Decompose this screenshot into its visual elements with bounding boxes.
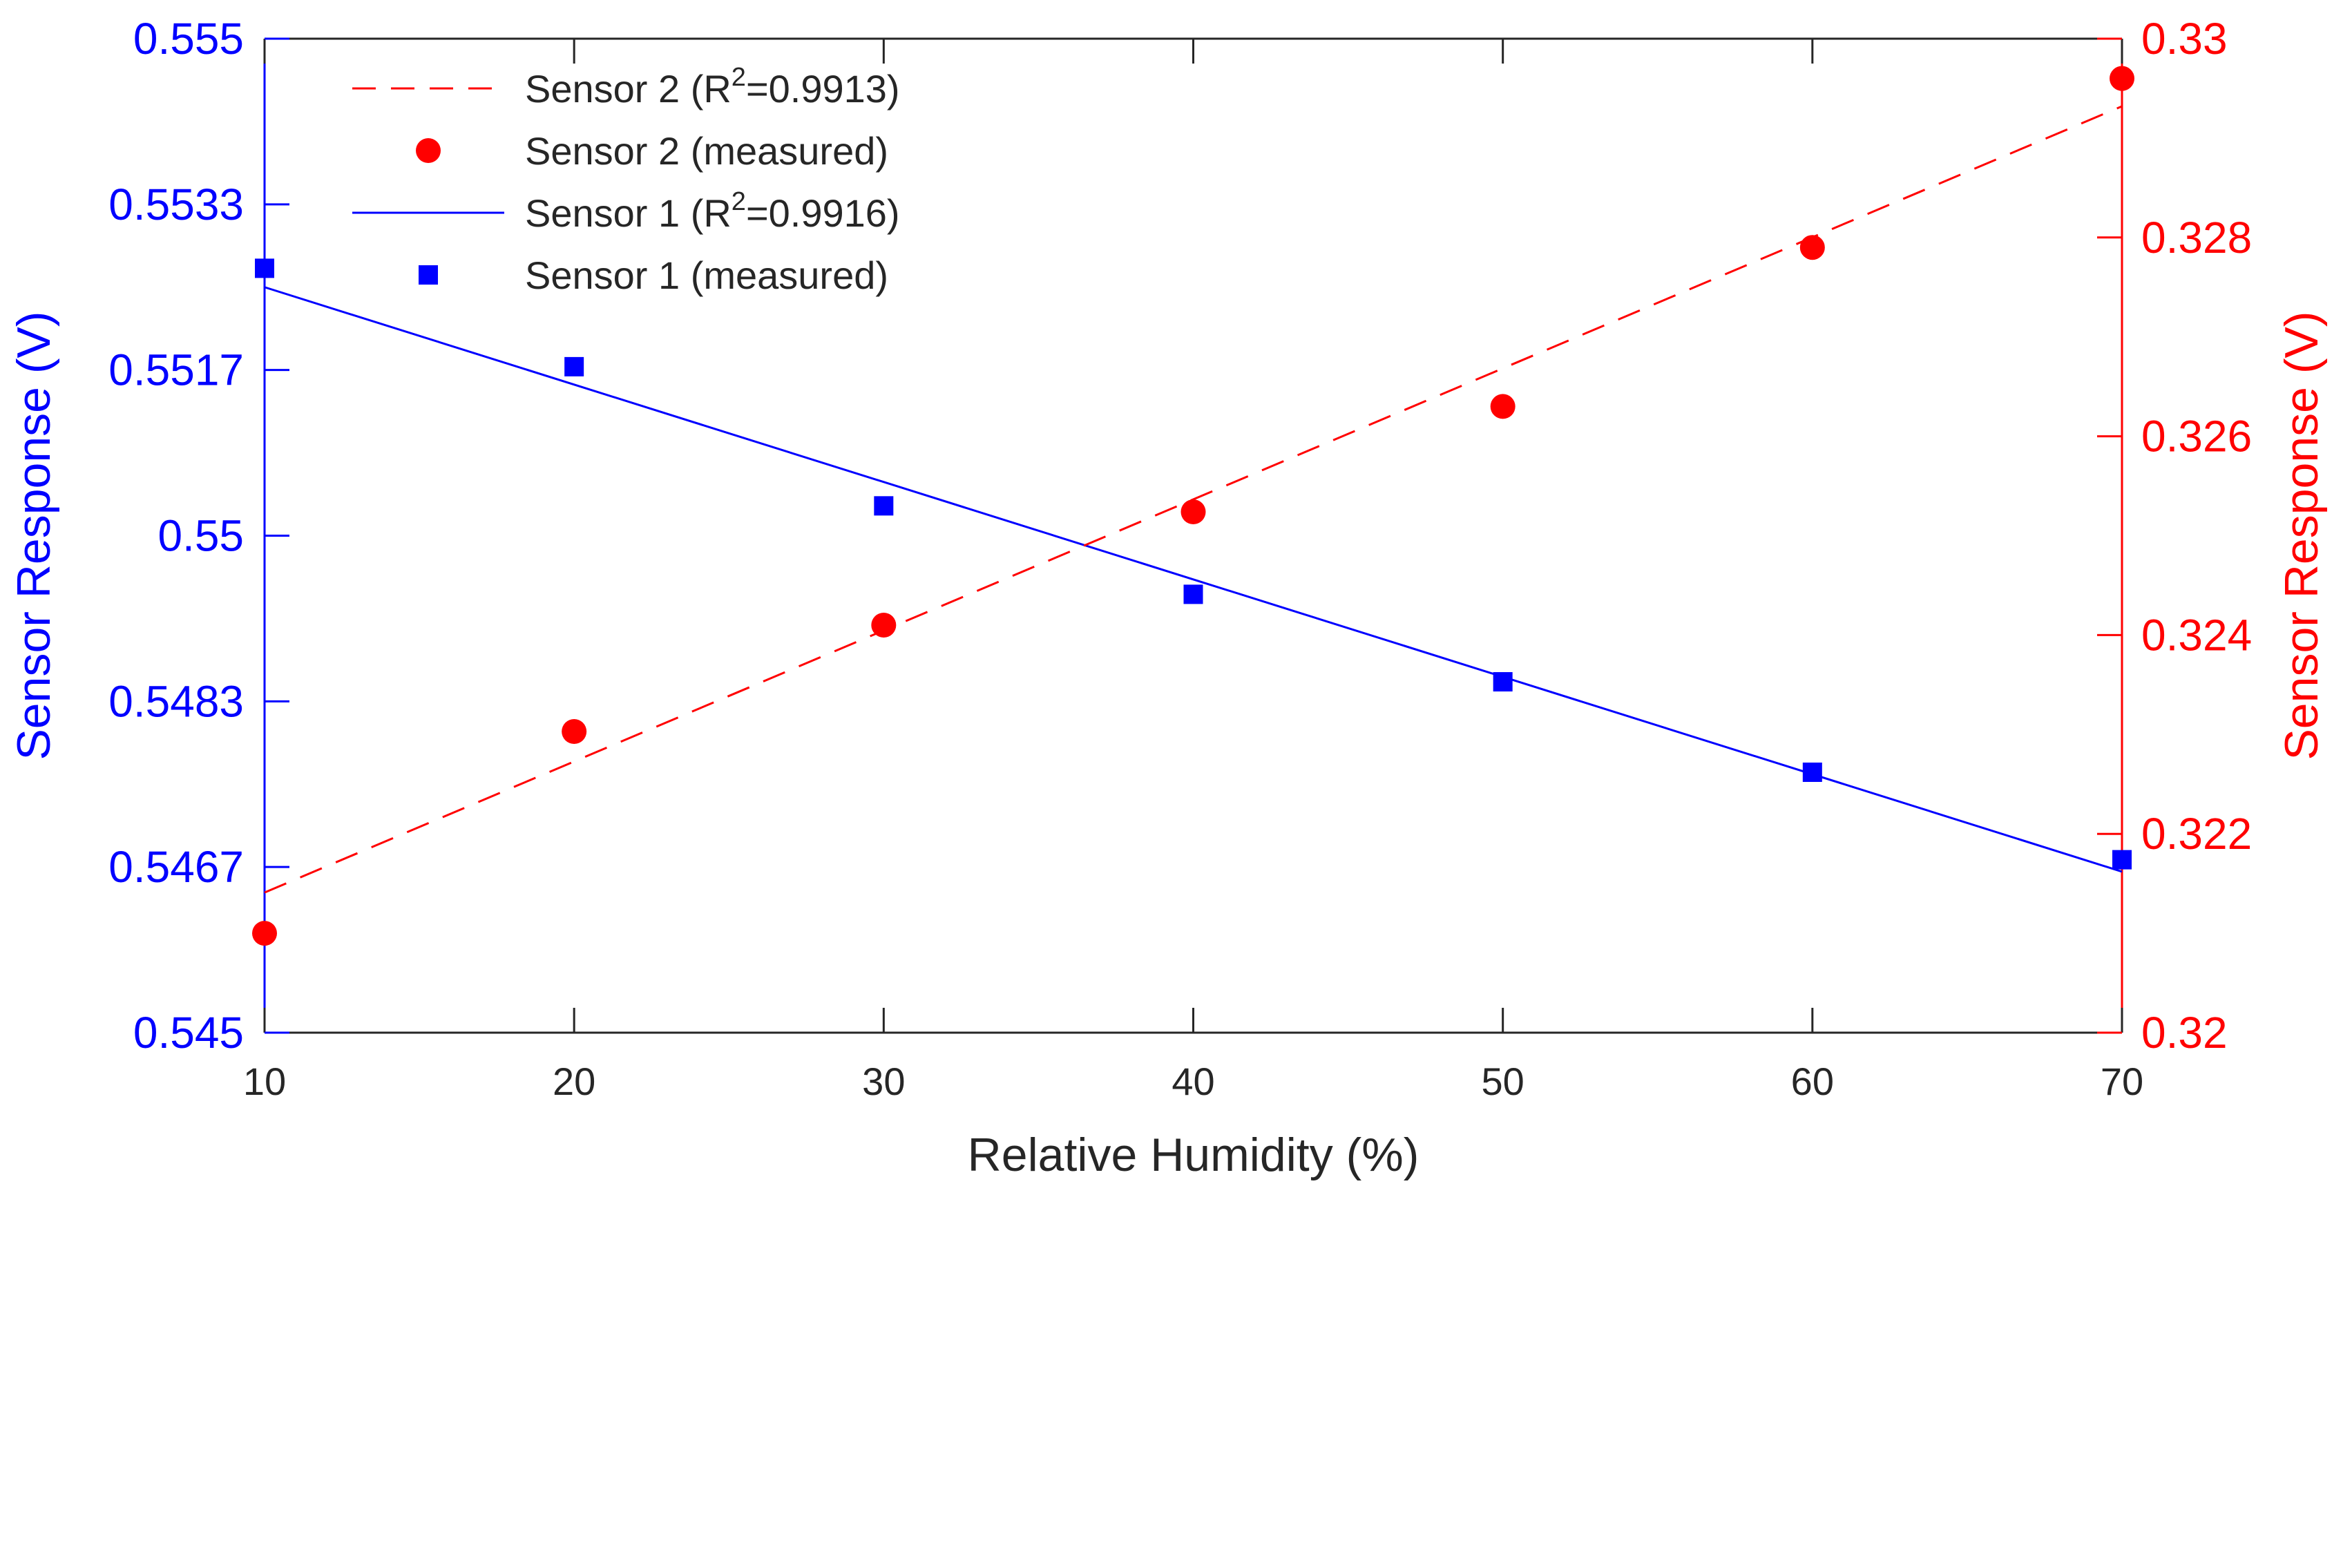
x-tick-label: 20	[553, 1060, 595, 1103]
legend-item: Sensor 1 (R2=0.9916)	[352, 187, 900, 235]
legend-label: Sensor 2 (measured)	[525, 129, 888, 173]
sensor-2-data-point	[1180, 499, 1206, 524]
sensor-2-r2-0-9913-fit-line	[264, 105, 2123, 894]
sensor-2-data-point	[2110, 66, 2134, 91]
y-right-axis-title: Sensor Response (V)	[2275, 311, 2328, 760]
x-tick-label: 70	[2101, 1060, 2143, 1103]
x-tick-label: 40	[1172, 1060, 1214, 1103]
x-tick-label: 50	[1482, 1060, 1524, 1103]
legend-item: Sensor 1 (measured)	[419, 254, 888, 297]
sensor-2-data-point	[1490, 394, 1516, 419]
y-left-tick-label: 0.5483	[108, 676, 244, 726]
legend-square-marker-icon	[419, 265, 438, 285]
sensor-1-r2-0-9916-fit-line	[264, 286, 2123, 873]
x-axis-title: Relative Humidity (%)	[968, 1129, 1419, 1181]
sensor-1-data-point	[2112, 850, 2132, 870]
y-right-tick-label: 0.33	[2141, 14, 2228, 64]
x-tick-label: 10	[243, 1060, 286, 1103]
x-tick-label: 30	[862, 1060, 905, 1103]
y-left-tick-label: 0.5467	[108, 842, 244, 892]
y-left-tick-label: 0.55	[157, 511, 244, 561]
y-right-tick-label: 0.326	[2141, 412, 2252, 461]
y-left-tick-label: 0.545	[133, 1008, 244, 1058]
series-layer	[252, 66, 2134, 946]
legend-circle-marker-icon	[416, 138, 441, 163]
legend-label: Sensor 1 (R2=0.9916)	[525, 187, 900, 235]
sensor-1-data-point	[255, 258, 274, 278]
y-left-tick-label: 0.555	[133, 14, 244, 64]
y-right-tick-label: 0.322	[2141, 809, 2252, 859]
sensor-1-data-point	[1183, 584, 1203, 604]
legend-label: Sensor 2 (R2=0.9913)	[525, 63, 900, 111]
y-right-tick-label: 0.324	[2141, 610, 2252, 660]
y-right-tick-label: 0.32	[2141, 1008, 2228, 1058]
sensor-1-data-point	[564, 356, 584, 376]
axes-layer: 10 20 30 40 50 60 70 0.545 0.5467 0.5483 0.55 0.551…	[108, 14, 2252, 1103]
x-tick-label: 60	[1791, 1060, 1834, 1103]
sensor-1-data-point	[874, 496, 894, 516]
y-left-axis-title: Sensor Response (V)	[8, 311, 60, 760]
sensor-2-data-point	[1799, 235, 1825, 260]
legend-item: Sensor 2 (measured)	[416, 129, 888, 173]
y-right-tick-label: 0.328	[2141, 213, 2252, 262]
sensor-2-data-point	[871, 613, 897, 638]
y-left-tick-label: 0.5533	[108, 180, 244, 229]
legend-item: Sensor 2 (R2=0.9913)	[352, 63, 900, 111]
legend: Sensor 2 (R2=0.9913) Sensor 2 (measured) S…	[352, 63, 900, 297]
y-left-tick-label: 0.5517	[108, 345, 244, 395]
sensor-2-data-point	[252, 921, 277, 946]
sensor-2-data-point	[562, 718, 587, 744]
legend-label: Sensor 1 (measured)	[525, 254, 888, 297]
